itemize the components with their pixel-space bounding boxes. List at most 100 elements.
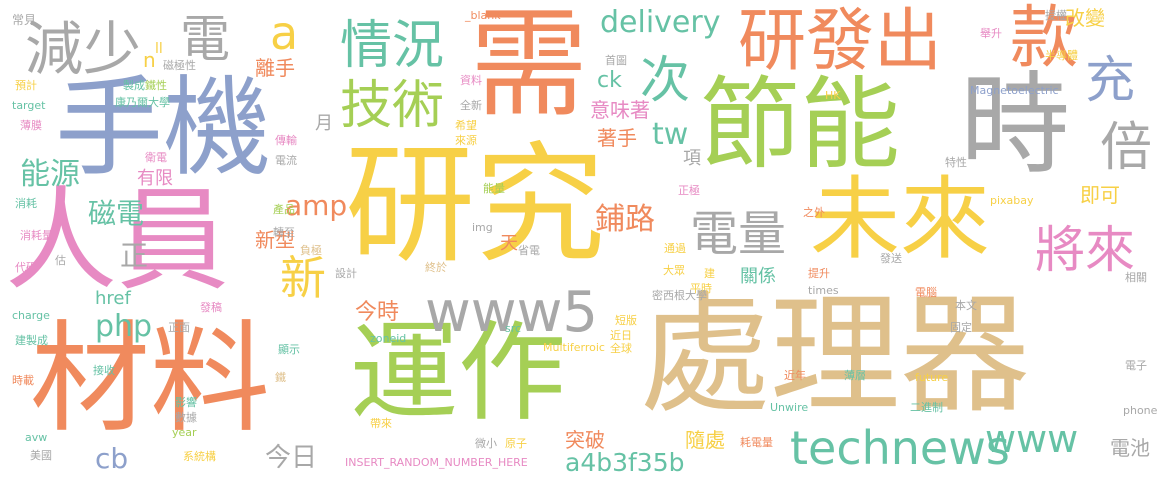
word-cloud-term: 能量 [483, 182, 505, 195]
word-cloud-term: 關係 [740, 266, 776, 287]
word-cloud-term: 需 [470, 0, 589, 133]
word-cloud-term: n [143, 48, 156, 72]
word-cloud-term: 鐵 [275, 371, 286, 384]
word-cloud-term: 研究 [345, 129, 606, 281]
word-cloud-term: 耗電量 [740, 436, 773, 449]
word-cloud-term: 半導體 [1045, 49, 1078, 62]
word-cloud-term: 平時 [690, 282, 712, 295]
word-cloud-term: amp [285, 189, 348, 222]
word-cloud-term: 鋪路 [595, 202, 655, 237]
word-cloud-term: 能源 [20, 157, 80, 192]
word-cloud-term: src [505, 322, 522, 335]
word-cloud-term: 負極 [300, 244, 322, 257]
word-cloud-term: 特性 [945, 156, 967, 169]
word-cloud-term: 時 [960, 61, 1070, 189]
word-cloud-term: 系統構 [183, 450, 216, 463]
word-cloud-term: pixabay [990, 194, 1034, 207]
word-cloud-term: _blank' [465, 9, 504, 22]
word-cloud-term: HK [825, 89, 841, 102]
word-cloud-term: 電池 [1110, 436, 1150, 460]
word-cloud-term: 近日 [610, 329, 632, 342]
word-cloud-term: Multiferroic [543, 341, 605, 354]
word-cloud-term: 磁電 [88, 197, 145, 230]
word-cloud-term: 大眾 [663, 264, 685, 277]
word-cloud-term: phone [1123, 404, 1158, 417]
word-cloud-term: 減少 [25, 15, 142, 83]
word-cloud-term: 資料 [460, 74, 482, 87]
word-cloud-term: zoneid [370, 332, 407, 345]
word-cloud-term: ll [155, 41, 163, 57]
word-cloud-term: target [12, 99, 46, 112]
word-cloud-term: a4b3f35b [565, 448, 685, 477]
word-cloud-term: 舉升 [980, 27, 1002, 40]
word-cloud-term: href [95, 288, 131, 309]
word-cloud-term: 處理器 [640, 279, 1031, 431]
word-cloud-term: 產品 [273, 203, 295, 216]
word-cloud-term: 今日 [265, 443, 318, 473]
word-cloud-term: 磁極性 [163, 59, 196, 72]
word-cloud-term: 將來 [1035, 221, 1135, 279]
word-cloud-term: 常見 [12, 13, 37, 27]
word-cloud-term: Magnetoelectric [970, 84, 1059, 97]
word-cloud-term: 發稿 [200, 301, 222, 314]
word-cloud-term: 新 [280, 251, 326, 305]
word-cloud-term: 研發出 [738, 2, 943, 81]
word-cloud-term: 提升 [808, 267, 830, 280]
word-cloud-term: www [985, 417, 1079, 461]
word-cloud-term: delivery [600, 5, 721, 40]
word-cloud-term: 正面 [168, 321, 190, 334]
word-cloud-term: 數據 [175, 411, 197, 424]
word-cloud-term: 首圖 [605, 54, 627, 67]
word-cloud-term: Unwire [770, 401, 809, 414]
word-cloud-term: a [270, 6, 299, 60]
word-cloud-term: tw [652, 117, 689, 152]
word-cloud-term: 月 [315, 113, 333, 134]
word-cloud-term: 估 [55, 254, 66, 267]
word-cloud-term: avw [25, 431, 48, 444]
word-cloud-term: 款 [1010, 0, 1079, 78]
word-cloud-term: 充 [1085, 51, 1135, 109]
word-cloud-term: 改變 [1065, 6, 1105, 30]
word-cloud-term: 建製成 [15, 334, 48, 347]
word-cloud-term: 近年 [784, 369, 806, 382]
word-cloud-term: 衛電 [145, 151, 167, 164]
word-cloud-term: 電子 [1125, 359, 1147, 372]
word-cloud-term: 今時 [355, 300, 400, 325]
word-cloud-term: 相關 [1125, 271, 1147, 284]
word-cloud-term: 全新 [460, 99, 482, 112]
word-cloud-term: year [172, 426, 197, 439]
word-cloud-term: php [95, 309, 153, 344]
word-cloud-term: 消耗 [15, 197, 37, 210]
word-cloud-term: 運作 [350, 311, 567, 436]
word-cloud-term: 意味著 [590, 98, 650, 122]
word-cloud-term: www5 [425, 280, 599, 345]
word-cloud-term: 正極 [678, 184, 700, 197]
word-cloud-term: 省電 [518, 244, 540, 257]
word-cloud-term: cb [95, 442, 129, 475]
word-cloud-term: 授權 [1045, 9, 1067, 22]
word-cloud-term: ck [597, 68, 622, 93]
word-cloud-term: 影響 [175, 396, 197, 409]
word-cloud-term: 建 [704, 267, 715, 280]
word-cloud-term: 時載 [12, 374, 34, 387]
word-cloud-term: 著手 [597, 126, 637, 150]
word-cloud-term: 項 [683, 148, 701, 169]
word-cloud-term: INSERT_RANDOM_NUMBER_HERE [345, 456, 528, 469]
word-cloud-term: 材料 [30, 310, 270, 449]
word-cloud-term: 電腦 [915, 286, 937, 299]
word-cloud-term: 之外 [803, 206, 825, 219]
word-cloud-term: 轉至 [273, 226, 295, 239]
word-cloud-term: 代碼 [15, 261, 37, 274]
word-cloud-term: 顯示 [278, 343, 300, 356]
word-cloud-term: 發送 [880, 252, 902, 265]
word-cloud-term: 正 [120, 239, 149, 272]
word-cloud-term: 電流 [275, 154, 297, 167]
word-cloud-term: 希望 [455, 119, 477, 132]
word-cloud-term: 技術 [340, 76, 445, 136]
word-cloud-term: 次 [640, 51, 690, 109]
word-cloud-term: 電 [180, 10, 230, 68]
word-cloud-term: 微小 [475, 437, 497, 450]
word-cloud-term: 情況 [340, 16, 445, 76]
word-cloud-term: charge [12, 309, 50, 322]
